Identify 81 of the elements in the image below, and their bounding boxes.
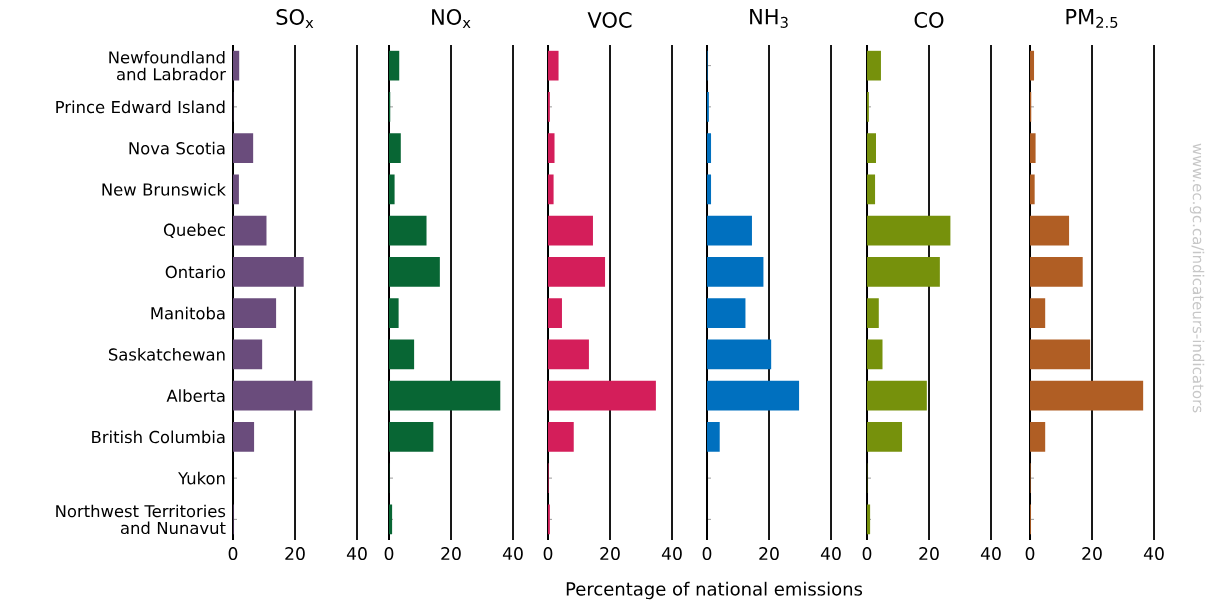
bar	[867, 298, 879, 328]
bar	[1030, 339, 1091, 370]
x-tick-label: 0	[228, 547, 238, 561]
bar	[1030, 298, 1046, 328]
x-tick-label: 40	[346, 547, 367, 561]
x-tick-label: 0	[384, 547, 394, 561]
bar	[1030, 422, 1046, 452]
bar	[867, 380, 927, 411]
bar	[233, 339, 263, 370]
x-tick-label: 40	[1143, 547, 1164, 561]
bar	[389, 380, 501, 411]
bar	[389, 133, 401, 163]
y-tick-label: Newfoundland and Labrador	[109, 50, 226, 81]
x-tick-label: 40	[820, 547, 841, 561]
bar	[707, 298, 746, 328]
y-tick-label: Saskatchewan	[108, 348, 225, 361]
x-tick-label: 0	[702, 547, 712, 561]
chart-title: PM$_{2.5}$	[1066, 9, 1118, 28]
x-tick-label: 40	[502, 547, 523, 561]
y-tick-label: Yukon	[178, 471, 225, 485]
bar	[389, 422, 434, 452]
bar	[233, 133, 254, 163]
bar	[867, 133, 876, 163]
y-tick-label: Northwest Territories and Nunavut	[56, 504, 226, 535]
bar	[548, 422, 574, 452]
bar	[548, 380, 656, 411]
bar	[548, 215, 593, 246]
bar	[867, 257, 940, 287]
bar	[707, 380, 800, 411]
bar	[233, 298, 277, 328]
bar	[707, 422, 720, 452]
x-axis-title: Percentage of national emissions	[566, 581, 863, 600]
bar	[867, 422, 903, 452]
chart-title: NH$_{3}$	[750, 9, 788, 28]
x-tick-label: 20	[919, 547, 939, 561]
bar	[389, 298, 399, 328]
bar	[867, 339, 883, 370]
bar	[233, 380, 313, 411]
y-tick-label: New Brunswick	[102, 183, 226, 196]
bar	[548, 133, 555, 163]
bar	[867, 50, 881, 81]
bar	[707, 215, 752, 246]
bar	[389, 215, 427, 246]
y-tick-label: Manitoba	[151, 306, 225, 320]
chart-title: VOC	[587, 12, 632, 28]
bar	[548, 339, 589, 370]
text: www.ec.gc.ca/indicateurs-indicators	[1189, 143, 1205, 413]
y-tick-label: Nova Scotia	[129, 141, 225, 155]
y-tick-label: Alberta	[166, 389, 225, 402]
y-tick-label: Prince Edward Island	[56, 100, 225, 114]
x-tick-label: 20	[759, 547, 779, 561]
bar	[548, 257, 606, 287]
x-tick-label: 0	[543, 547, 553, 561]
bar	[1030, 380, 1144, 411]
x-tick-label: 0	[1025, 547, 1035, 561]
bar	[707, 257, 764, 287]
x-tick-label: 20	[600, 547, 620, 561]
bar	[1030, 257, 1083, 287]
bar	[233, 257, 304, 287]
bar	[233, 215, 267, 246]
x-tick-label: 40	[980, 547, 1001, 561]
x-tick-label: 0	[862, 547, 872, 561]
chart-title: NO$_{x}$	[432, 9, 471, 28]
bar	[867, 215, 951, 246]
x-tick-label: 20	[285, 547, 305, 561]
chart-title: SO$_{x}$	[276, 9, 314, 28]
bar	[1030, 215, 1070, 246]
bar	[233, 422, 255, 452]
y-tick-label: British Columbia	[92, 430, 225, 444]
chart-title: CO	[914, 12, 944, 28]
bar	[1030, 133, 1036, 163]
bar	[389, 257, 440, 287]
x-tick-label: 20	[441, 547, 461, 561]
bar	[548, 50, 559, 81]
bar	[548, 298, 562, 328]
y-tick-label: Quebec	[163, 223, 225, 238]
bar	[707, 339, 772, 370]
bar	[389, 339, 415, 370]
x-tick-label: 20	[1082, 547, 1102, 561]
x-tick-label: 40	[661, 547, 682, 561]
y-tick-label: Ontario	[165, 265, 226, 279]
